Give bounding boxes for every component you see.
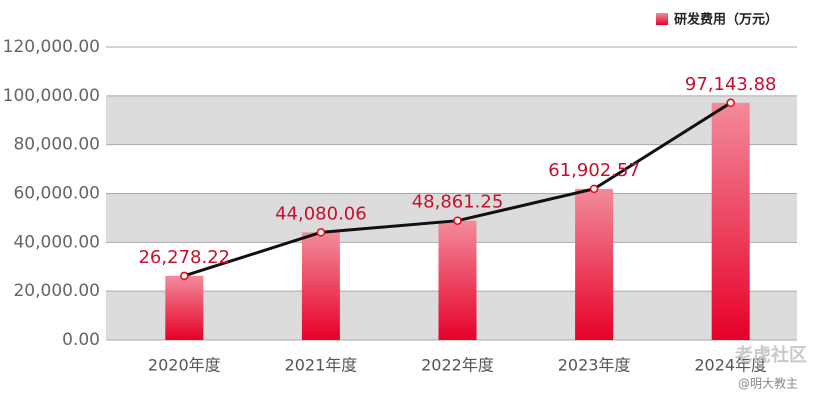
watermark: 老虎社区 [735,344,807,366]
marker [453,216,462,225]
bar [711,102,750,340]
legend-label: 研发费用（万元） [674,12,778,28]
watermark: @明大教主 [738,376,798,391]
y-tick-label: 40,000.00 [13,232,100,252]
bar [575,188,614,340]
x-tick-label: 2022年度 [421,356,494,375]
data-label: 26,278.22 [138,247,230,268]
bar [438,220,477,340]
y-tick-label: 60,000.00 [13,184,100,204]
marker [726,98,735,108]
marker [316,228,326,237]
x-tick-label: 2021年度 [285,356,358,375]
y-tick-label: 100,000.00 [3,86,100,106]
data-label: 48,861.25 [412,192,504,213]
data-label: 97,143.88 [685,74,777,95]
marker [180,271,189,281]
data-label: 44,080.06 [275,203,367,224]
y-tick-label: 20,000.00 [13,281,100,301]
y-tick-label: 0.00 [62,330,100,350]
x-tick-label: 2020年度 [148,356,221,375]
marker [589,184,599,194]
legend-swatch [656,13,668,25]
bar [301,232,340,340]
data-label: 61,902.57 [548,160,640,181]
x-tick-label: 2024年度 [694,356,767,375]
band [106,95,797,145]
bar [165,275,204,340]
y-tick-label: 120,000.00 [3,37,100,57]
x-tick-label: 2023年度 [558,356,631,375]
y-tick-label: 80,000.00 [13,135,100,155]
